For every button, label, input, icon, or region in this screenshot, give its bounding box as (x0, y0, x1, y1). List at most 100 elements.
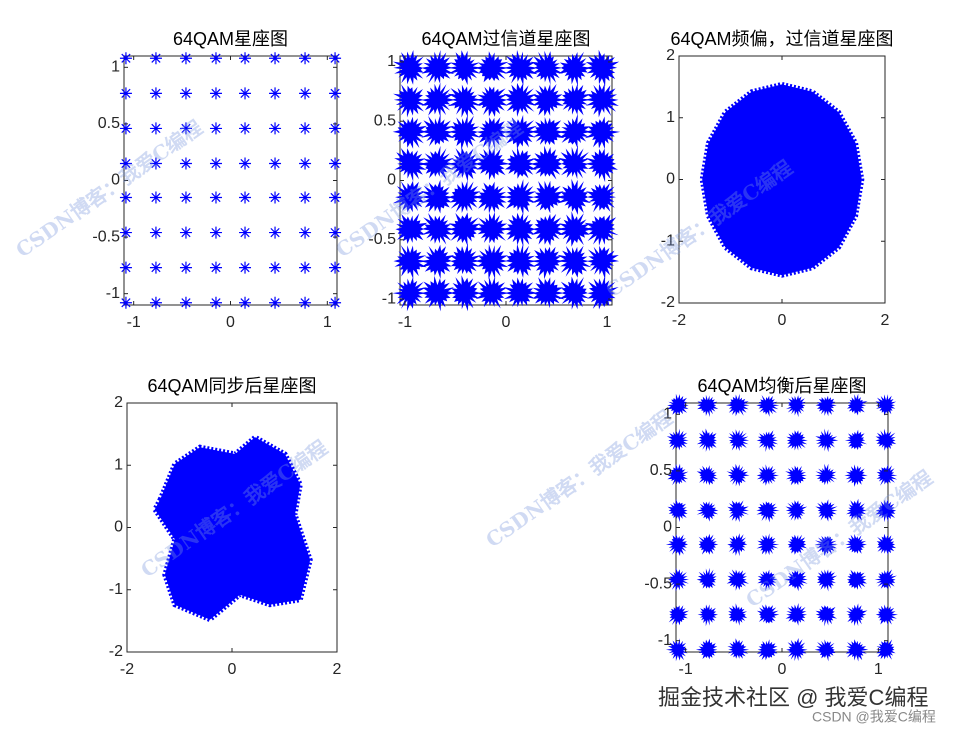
x-tick-label: 1 (602, 314, 611, 331)
point-cluster (446, 147, 481, 182)
point (239, 122, 252, 135)
y-tick-label: 1 (387, 53, 396, 70)
y-tick-label: 0.5 (98, 115, 120, 132)
chart-title: 64QAM同步后星座图 (147, 376, 316, 396)
point-cluster (447, 114, 481, 150)
point-cluster (665, 638, 688, 662)
point-cluster (532, 277, 565, 309)
y-tick-label: 0 (663, 519, 672, 536)
point (149, 261, 162, 274)
point (299, 296, 312, 309)
point (329, 261, 342, 274)
point (299, 261, 312, 274)
y-tick-label: 0.5 (374, 112, 396, 129)
point (299, 52, 312, 65)
point-cloud (151, 434, 313, 623)
x-tick-label: 0 (226, 314, 235, 331)
chart-title: 64QAM均衡后星座图 (697, 376, 866, 396)
point (269, 87, 282, 100)
point-cluster (756, 501, 780, 523)
x-tick-label: -2 (120, 661, 134, 678)
point-cluster (558, 145, 590, 180)
point-cluster (475, 51, 509, 83)
point-cluster (786, 430, 808, 451)
point-cluster (421, 50, 455, 84)
point-cluster (696, 428, 717, 452)
y-tick-label: -0.5 (92, 228, 120, 245)
point (329, 296, 342, 309)
point (149, 157, 162, 170)
point (149, 226, 162, 239)
point-cluster (666, 393, 689, 416)
point-cluster (450, 243, 482, 275)
point (239, 87, 252, 100)
point-cluster (845, 533, 867, 554)
point-cluster (475, 86, 509, 117)
point-cluster (419, 145, 455, 180)
y-tick-label: 2 (114, 394, 123, 411)
point-cluster (756, 604, 780, 624)
point-cluster (531, 180, 564, 214)
point (299, 191, 312, 204)
point-cluster (844, 464, 868, 487)
point (209, 52, 222, 65)
point-cluster (814, 535, 838, 556)
point (269, 191, 282, 204)
point (269, 261, 282, 274)
x-tick-label: -1 (679, 661, 693, 678)
x-tick-label: -2 (672, 312, 686, 329)
point-cluster (728, 603, 748, 626)
point-cluster (815, 428, 839, 453)
point (239, 226, 252, 239)
y-tick-label: -0.5 (368, 231, 396, 248)
point-cluster (785, 603, 807, 626)
point-cluster (392, 180, 425, 213)
point-cluster (784, 570, 808, 592)
point-cluster (787, 534, 808, 555)
point (239, 296, 252, 309)
point-cluster (556, 178, 592, 215)
point-cluster (393, 50, 424, 85)
point (329, 157, 342, 170)
point-cluster (816, 569, 838, 592)
point (209, 122, 222, 135)
point-cluster (585, 183, 616, 213)
point (179, 52, 192, 65)
point (299, 157, 312, 170)
point-cluster (875, 604, 898, 626)
chart-title: 64QAM频偏，过信道星座图 (670, 29, 893, 49)
x-tick-label: 0 (778, 312, 787, 329)
point-cluster (668, 605, 690, 626)
point (179, 87, 192, 100)
point-cluster (557, 245, 592, 278)
y-tick-label: -1 (658, 632, 672, 649)
point-cluster (876, 464, 898, 486)
point-cluster (584, 116, 621, 150)
point-cluster (530, 213, 564, 246)
point (269, 296, 282, 309)
point-cluster (503, 277, 538, 308)
point-cluster (756, 464, 779, 486)
point-cluster (875, 394, 897, 416)
point-cluster (584, 83, 619, 118)
point-cluster (815, 499, 838, 522)
point-cluster (666, 428, 689, 451)
point-cluster (757, 569, 778, 592)
point (119, 157, 132, 170)
point-cluster (667, 498, 688, 523)
point-cluster (556, 211, 593, 247)
point-cluster (584, 214, 619, 246)
subplot: -1 0 1 -1 -0.5 0 0.5 1 64QAM过信道星座图 (368, 29, 621, 331)
point (179, 122, 192, 135)
chart-title: 64QAM过信道星座图 (421, 29, 590, 49)
y-tick-label: -1 (382, 290, 396, 307)
point-cluster (726, 569, 749, 591)
point-cluster (393, 245, 428, 280)
point (329, 122, 342, 135)
x-tick-label: 2 (333, 661, 342, 678)
point (149, 191, 162, 204)
point (149, 87, 162, 100)
point-cluster (504, 179, 537, 216)
point-cluster (786, 638, 808, 662)
